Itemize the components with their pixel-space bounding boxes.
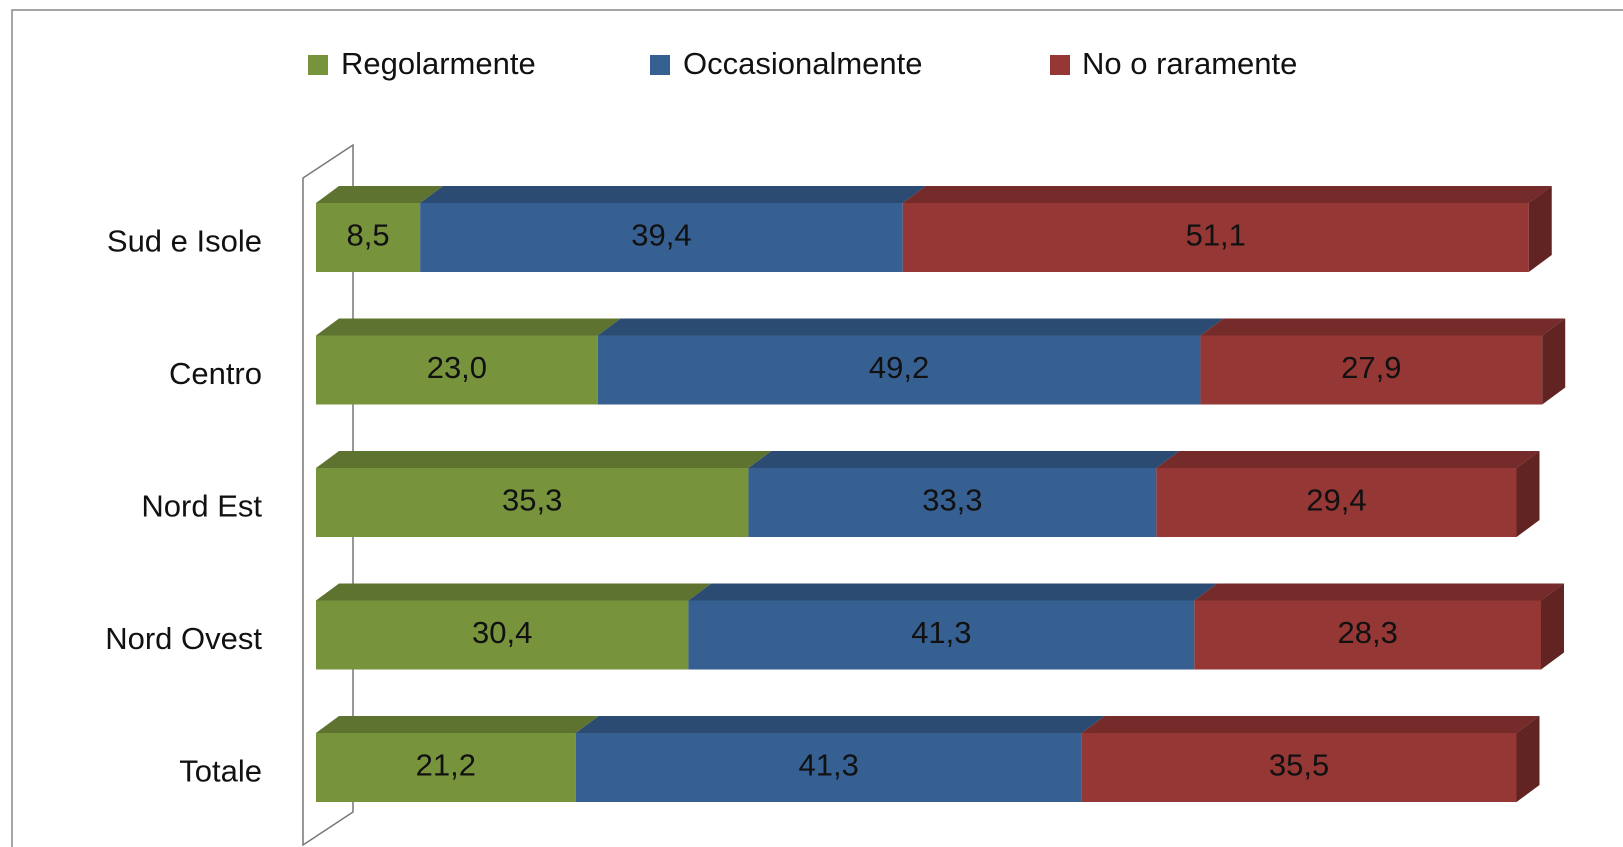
bar (316, 468, 749, 537)
data-label: 21,2 (416, 748, 476, 783)
bar (420, 203, 903, 272)
bar-top (1081, 716, 1540, 733)
data-label: 8,5 (347, 218, 390, 253)
bar-top (1156, 451, 1540, 468)
bar-segment (1200, 318, 1566, 405)
bar-top (420, 186, 926, 203)
data-label: 23,0 (427, 350, 487, 385)
bar-side (1516, 716, 1540, 802)
data-label: 41,3 (911, 615, 971, 650)
bar (902, 203, 1529, 272)
bar-segment (316, 186, 444, 272)
legend-label: Regolarmente (341, 46, 536, 81)
bar (597, 335, 1201, 405)
bar-segment (597, 318, 1224, 405)
bar-side (1541, 583, 1564, 670)
bar-top (597, 318, 1224, 336)
bar-segment (316, 451, 772, 537)
bar-segment (420, 186, 926, 272)
data-label: 29,4 (1306, 483, 1366, 518)
back-wall (302, 143, 354, 847)
data-label: 49,2 (869, 350, 929, 385)
bar-segment (316, 318, 621, 405)
y-tick-label: Sud e Isole (107, 224, 262, 259)
bar (316, 733, 576, 802)
data-label: 28,3 (1337, 615, 1397, 650)
legend-label: Occasionalmente (683, 46, 923, 81)
bar-segment (902, 186, 1552, 272)
legend-marker (1050, 55, 1070, 75)
bar-segment (1156, 451, 1540, 537)
y-tick-label: Centro (169, 356, 262, 391)
bar-top (575, 716, 1105, 733)
bar (1156, 468, 1517, 537)
bar-top (316, 318, 621, 336)
bar-top (748, 451, 1180, 468)
data-label: 39,4 (631, 218, 691, 253)
bar (316, 335, 598, 405)
bar-side (1542, 318, 1566, 405)
bar-segment (688, 583, 1218, 670)
bar (575, 733, 1082, 802)
data-label: 35,3 (502, 483, 562, 518)
y-tick-label: Nord Ovest (105, 621, 262, 656)
data-label: 51,1 (1186, 218, 1246, 253)
bar-top (316, 716, 599, 733)
bar-top (316, 451, 772, 468)
data-label: 35,5 (1269, 748, 1329, 783)
legend-marker (308, 55, 328, 75)
data-label: 41,3 (798, 748, 858, 783)
bar (688, 600, 1195, 670)
bar (1194, 600, 1541, 670)
bar (316, 600, 689, 670)
data-label: 30,4 (472, 615, 532, 650)
bar (1200, 335, 1543, 405)
data-label: 33,3 (922, 483, 982, 518)
y-tick-label: Nord Est (141, 489, 262, 524)
bar-segment (575, 716, 1105, 802)
bar (748, 468, 1157, 537)
bar-segment (748, 451, 1180, 537)
bar-top (688, 583, 1218, 601)
bar-top (1194, 583, 1564, 601)
bar-top (1200, 318, 1566, 336)
bar-segment (316, 716, 599, 802)
bar-side (1528, 186, 1552, 272)
bar-top (902, 186, 1552, 203)
bar-top (316, 583, 712, 601)
legend-marker (650, 55, 670, 75)
chart-border (11, 9, 1623, 847)
bar-segment (1081, 716, 1540, 802)
y-tick-label: Totale (179, 754, 262, 789)
data-label: 27,9 (1341, 350, 1401, 385)
bar-top (316, 186, 444, 203)
bar-segment (316, 583, 712, 670)
bar (316, 203, 421, 272)
legend-label: No o raramente (1082, 46, 1297, 81)
bar (1081, 733, 1517, 802)
bar-segment (1194, 583, 1564, 670)
bar-side (1516, 451, 1540, 537)
